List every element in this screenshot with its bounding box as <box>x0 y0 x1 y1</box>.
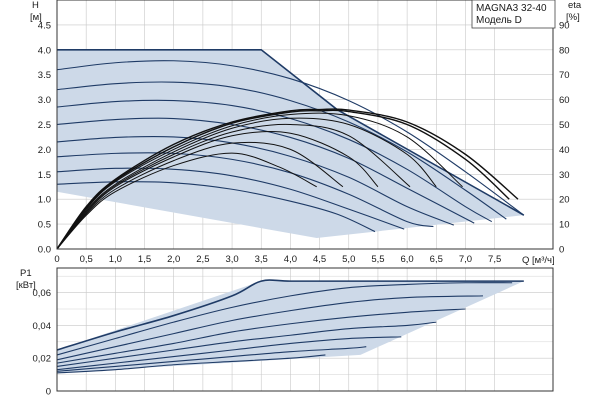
y-tick-label: 2.0 <box>38 145 51 156</box>
efficiency-curve-8 <box>56 152 317 250</box>
x-tick-label: 6,5 <box>430 254 443 265</box>
max-curve-boundary <box>57 48 525 216</box>
x-tick-label: 7,5 <box>488 254 501 265</box>
power-curve-6 <box>56 336 402 371</box>
y-tick-label: 4.0 <box>38 45 51 56</box>
y-tick-label: 3.0 <box>38 95 51 106</box>
power-curve-4 <box>56 308 466 364</box>
y2-tick-label: 20 <box>559 195 570 206</box>
y-tick-label: 1.0 <box>38 195 51 206</box>
power-curve-8 <box>56 354 326 374</box>
y-tick-label: 3.5 <box>38 70 51 81</box>
x-tick-label: 3,5 <box>255 254 268 265</box>
x-axis-label-q: Q [м³/ч] <box>522 255 555 266</box>
head-plot-frame <box>56 0 554 250</box>
y-tick-label: 0.5 <box>38 220 51 231</box>
head-curve-2 <box>56 81 507 220</box>
y2-tick-label: 50 <box>559 120 570 131</box>
x-tick-label: 1,0 <box>109 254 122 265</box>
efficiency-curve-3 <box>56 112 463 250</box>
y2-tick-label: 70 <box>559 70 570 81</box>
y2-tick-label: 40 <box>559 145 570 156</box>
x-tick-label: 2,5 <box>196 254 209 265</box>
y-tick-label: 0.0 <box>38 245 51 256</box>
efficiency-curve-6 <box>56 130 379 250</box>
y-axis-unit-h: [м] <box>30 12 42 23</box>
y2-axis-unit-eta: [%] <box>566 12 580 23</box>
x-tick-label: 5,0 <box>342 254 355 265</box>
power-curve-3 <box>56 295 483 361</box>
efficiency-curve-5 <box>56 123 411 250</box>
x-tick-label: 3,0 <box>225 254 238 265</box>
power-panel: 0 0,02 0,04 0,06 <box>33 267 554 398</box>
y-axis-label-h: H <box>32 0 39 11</box>
y-tick-label: 2.5 <box>38 120 51 131</box>
x-tick-label: 6,0 <box>401 254 414 265</box>
model-box <box>471 0 556 29</box>
x-tick-label: 4,0 <box>284 254 297 265</box>
efficiency-curve-1 <box>56 108 519 250</box>
head-curve-7 <box>56 167 405 230</box>
power-plot-frame <box>56 267 554 392</box>
p1-tick-label: 0,02 <box>33 354 52 365</box>
y2-tick-label: 60 <box>559 95 570 106</box>
x-tick-label: 0 <box>54 254 59 265</box>
y-tick-label: 1.5 <box>38 170 51 181</box>
power-curve-7 <box>56 346 367 372</box>
y2-axis-label-eta: eta <box>568 0 582 11</box>
efficiency-curve-2 <box>56 109 510 250</box>
efficiency-curve-4 <box>56 117 437 250</box>
y2-tick-label: 0 <box>559 245 564 256</box>
p1-tick-label: 0,04 <box>33 321 52 332</box>
head-panel: 0 0,5 1,0 1,5 2,0 2,5 3,0 3,5 4,0 4,5 5,0 5,5 6,0 6,5… <box>38 0 570 265</box>
x-tick-label: 0,5 <box>80 254 93 265</box>
power-curve-5 <box>56 321 437 367</box>
y2-tick-label: 90 <box>559 20 570 31</box>
power-curve-1 <box>56 279 524 351</box>
x-tick-label: 1,5 <box>138 254 151 265</box>
y-axis-unit-p1: [кВт] <box>16 280 36 291</box>
p1-tick-label: 0,06 <box>33 288 52 299</box>
y-axis-label-p1: P1 <box>20 268 32 279</box>
head-curve-6 <box>56 152 434 228</box>
efficiency-curve-7 <box>56 141 344 250</box>
operating-area <box>57 49 524 239</box>
power-curve-2 <box>56 282 513 356</box>
x-tick-label: 2,0 <box>167 254 180 265</box>
y2-tick-label: 80 <box>559 45 570 56</box>
y2-tick-label: 30 <box>559 170 570 181</box>
model-name: MAGNA3 32-40 <box>476 3 547 14</box>
y-tick-label: 4.5 <box>38 20 51 31</box>
x-tick-label: 4,5 <box>313 254 326 265</box>
p1-tick-label: 0 <box>46 387 51 398</box>
head-curve-5 <box>56 135 455 226</box>
y2-tick-label: 10 <box>559 220 570 231</box>
x-tick-label: 5,5 <box>371 254 384 265</box>
x-tick-label: 7,0 <box>459 254 472 265</box>
model-variant: Модель D <box>476 15 522 26</box>
head-curve-1 <box>56 60 525 216</box>
